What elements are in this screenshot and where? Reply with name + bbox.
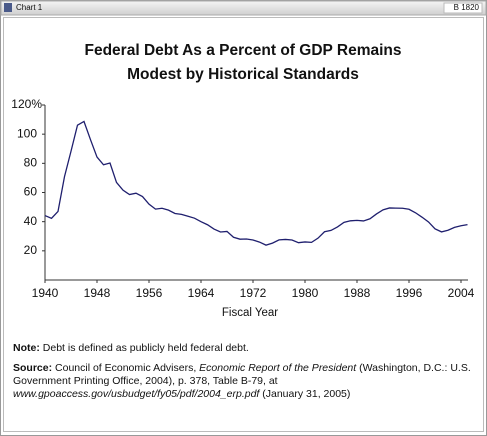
note-text: Debt is defined as publicly held federal… — [42, 342, 249, 354]
y-tick-label: 20 — [24, 243, 38, 257]
header-title: Chart 1 — [16, 3, 43, 12]
x-tick-label: 1940 — [32, 286, 59, 300]
y-tick-label: 100 — [17, 126, 37, 140]
x-tick-label: 2004 — [448, 286, 475, 300]
header-bar — [0, 0, 487, 16]
chart-border — [3, 17, 484, 432]
header-icon — [4, 3, 12, 12]
x-tick-label: 1996 — [396, 286, 423, 300]
x-tick-label: 1972 — [240, 286, 267, 300]
source-text: (Washington, D.C.: U.S. Government Print… — [13, 362, 471, 387]
x-tick-label: 1948 — [84, 286, 111, 300]
header-code: B 1820 — [454, 3, 480, 12]
x-tick-label: 1956 — [136, 286, 163, 300]
x-tick-label: 1964 — [188, 286, 215, 300]
note-label: Note: — [13, 342, 40, 354]
y-tick-label: 80 — [24, 156, 38, 170]
chart-title: Modest by Historical Standards — [127, 66, 359, 83]
x-tick-label: 1980 — [292, 286, 319, 300]
y-tick-label: 40 — [24, 214, 38, 228]
source-text: Economic Report of the President — [199, 362, 357, 374]
y-tick-label: 120% — [11, 97, 42, 111]
x-axis-label: Fiscal Year — [222, 307, 278, 319]
source-text: (January 31, 2005) — [259, 388, 351, 400]
source-text: Council of Economic Advisers, — [55, 362, 200, 374]
source-label: Source: — [13, 362, 53, 374]
source-text: www.gpoaccess.gov/usbudget/fy05/pdf/2004… — [13, 388, 260, 400]
y-tick-label: 60 — [24, 185, 38, 199]
source: Source: Council of Economic Advisers, Ec… — [13, 362, 473, 401]
chart-title: Federal Debt As a Percent of GDP Remains — [85, 42, 402, 59]
line — [44, 120, 468, 246]
x-tick-label: 1988 — [344, 286, 371, 300]
code-box — [443, 2, 483, 14]
note: Note: Debt is defined as publicly held f… — [13, 342, 473, 355]
